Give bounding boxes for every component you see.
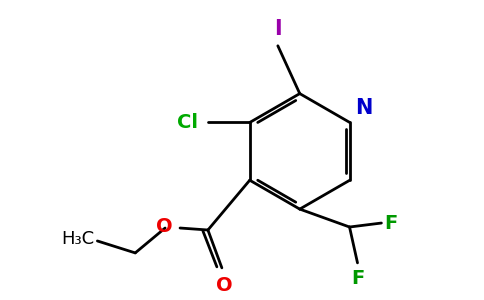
Text: Cl: Cl bbox=[177, 113, 198, 132]
Text: F: F bbox=[384, 214, 398, 232]
Text: O: O bbox=[215, 276, 232, 295]
Text: N: N bbox=[355, 98, 372, 118]
Text: I: I bbox=[274, 19, 282, 39]
Text: F: F bbox=[351, 269, 364, 288]
Text: H₃C: H₃C bbox=[61, 230, 94, 248]
Text: O: O bbox=[156, 217, 173, 236]
